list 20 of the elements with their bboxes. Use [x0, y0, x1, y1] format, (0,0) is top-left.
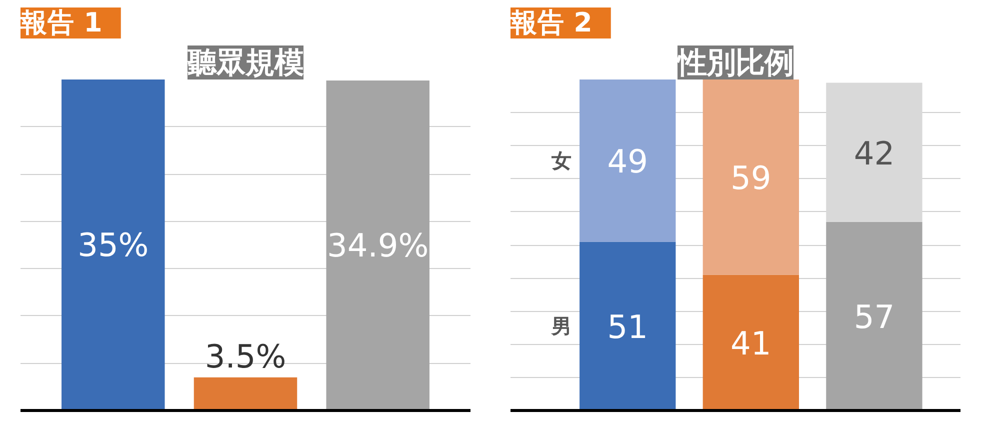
bar [826, 222, 922, 410]
text: 報告 1 [20, 8, 102, 38]
data-label: 57 [854, 298, 895, 336]
chart-title: 聽眾規模 [186, 46, 304, 80]
bar [702, 274, 799, 410]
data-label: 49 [607, 142, 648, 181]
data-label: 3.5% [204, 337, 286, 376]
chart-title: 性別比例 [676, 46, 794, 80]
series-label: 男 [550, 314, 572, 338]
data-label: 59 [730, 159, 772, 198]
text: 報告 2 [510, 8, 592, 38]
data-label: 34.9% [327, 226, 429, 264]
data-label: 35% [78, 226, 149, 264]
data-label: 51 [607, 308, 648, 346]
bar [702, 80, 799, 275]
bar [580, 80, 676, 242]
data-label: 42 [854, 134, 895, 172]
data-label: 41 [730, 324, 772, 363]
bar [580, 242, 676, 410]
series-label: 女 [550, 148, 572, 173]
